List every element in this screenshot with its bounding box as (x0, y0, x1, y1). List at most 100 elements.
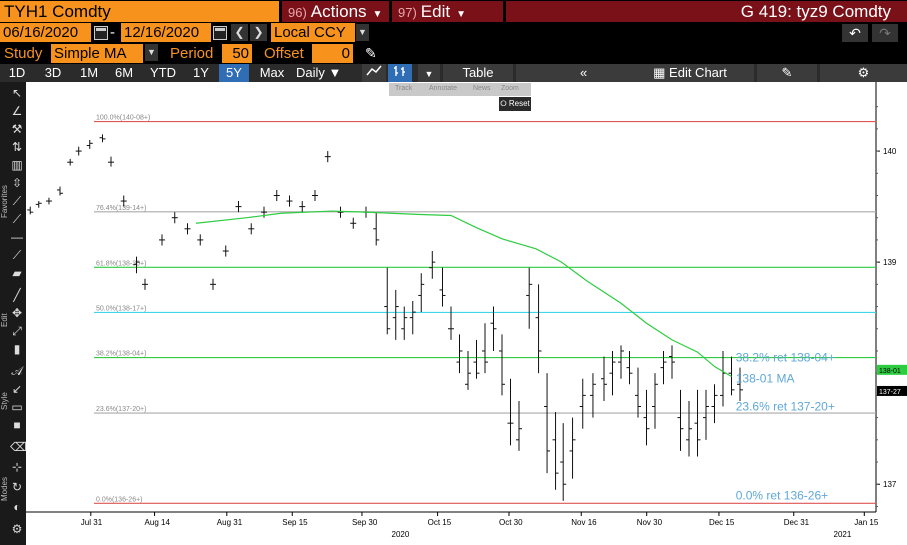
actions-num: 96) (288, 5, 307, 20)
fib-levels-icon[interactable]: ⇅ (11, 140, 23, 154)
double-chevron-left-icon: « (580, 65, 588, 80)
collapse-button[interactable]: « (516, 64, 640, 82)
annotation-label: 138-01 MA (736, 372, 795, 386)
trend-icon[interactable]: ⟋ (12, 194, 22, 208)
drawing-tool-strip: ↖ ∠ ⚒ ⇅ ▥ ⇳ ⟋ ⟋ — ⟋ ▰ ╱ ✥ ⤢ ▮ 𝒜 ↙ ▭ ■ ⌫ … (0, 82, 27, 545)
period-label: Period (170, 45, 214, 62)
arrow-icon[interactable]: ↙ (11, 382, 23, 396)
annotation-label: 0.0% ret 136-26+ (736, 488, 828, 502)
period-1m[interactable]: 1M (79, 65, 99, 80)
eraser-icon[interactable]: ⌫ (10, 440, 27, 454)
date-tick-label: Dec 15 (709, 518, 735, 527)
fib-level-label: 0.0%(136-26+) (96, 496, 143, 503)
chevron-down-icon: ▼ (456, 9, 466, 20)
style-label: Style (0, 392, 9, 410)
top-bar: TYH1 Comdty 96) Actions ▼ 97) Edit ▼ G 419: … (0, 0, 907, 22)
diagonal-icon[interactable]: ⟋ (12, 212, 22, 226)
text-icon[interactable]: 𝒜 (11, 364, 23, 378)
crosshair-icon[interactable]: ⊹ (11, 460, 23, 474)
shape-icon[interactable]: ▭ (11, 400, 23, 414)
forward-button[interactable]: ❯ (250, 24, 267, 41)
year-label: 2020 (392, 530, 410, 539)
bar-chart-icon[interactable] (388, 64, 412, 82)
table-button[interactable]: Table (443, 64, 513, 82)
ray-icon[interactable]: ⟋ (12, 248, 22, 262)
actions-menu[interactable]: 96) Actions ▼ (282, 1, 389, 22)
frequency-dropdown[interactable]: Daily ▼ (296, 64, 356, 82)
modes-label: Modes (0, 477, 9, 502)
period-6m[interactable]: 6M (114, 65, 134, 80)
ruler-icon[interactable]: ⇳ (11, 176, 23, 190)
line-tool-icon[interactable]: ∠ (11, 104, 23, 118)
hline-icon[interactable]: — (11, 230, 23, 244)
price-chart[interactable]: 140 139 137 Jul 31 Aug 14 Aug 31 Sep 15 Sep 30 O… (26, 82, 907, 545)
date-tick-label: Nov 16 (571, 518, 597, 527)
annotation-label: 38.2% ret 138-04+ (736, 351, 835, 365)
pencil-icon[interactable]: ✎ (365, 45, 377, 61)
edit-menu[interactable]: 97) Edit ▼ (392, 1, 503, 22)
fib-tool-icon[interactable]: ⚒ (11, 122, 23, 136)
period-1d[interactable]: 1D (8, 65, 26, 80)
price-tag-bg (877, 364, 907, 375)
date-separator: - (110, 24, 115, 41)
chevron-down-icon: ▼ (372, 9, 383, 20)
annotate-button[interactable]: Annotate (429, 85, 458, 92)
period-3d[interactable]: 3D (44, 65, 62, 80)
chart-canvas[interactable]: 140 139 137 Jul 31 Aug 14 Aug 31 Sep 15 Sep 30 O… (26, 82, 907, 545)
reset-button[interactable]: ⭘ Reset (499, 97, 531, 111)
date-range-bar: 06/16/2020 - 12/16/2020 ❮ ❯ Local CCY ▼ … (0, 23, 907, 43)
date-tick-label: Nov 30 (637, 518, 663, 527)
track-button[interactable]: Track (395, 85, 413, 92)
clip-icon[interactable]: ▮ (13, 342, 21, 356)
chevron-down-icon[interactable]: ▼ (145, 44, 158, 61)
rect-icon[interactable]: ▰ (12, 266, 22, 280)
period-field[interactable]: 50 (222, 44, 252, 63)
redo-button[interactable]: ↷ (872, 24, 898, 42)
calendar-icon[interactable] (94, 26, 108, 40)
date-tick-label: Jan 15 (854, 518, 879, 527)
fill-icon[interactable]: ■ (13, 418, 21, 432)
period-max[interactable]: Max (259, 65, 285, 80)
edit-chart-label: Edit Chart (669, 65, 727, 80)
currency-field[interactable]: Local CCY (271, 23, 355, 42)
zoom-button[interactable]: Zoom (501, 85, 519, 92)
date-tick-label: Aug 14 (145, 518, 171, 527)
line-chart-icon[interactable] (362, 64, 386, 82)
refresh-icon[interactable]: ↻ (11, 480, 23, 494)
security-field[interactable]: TYH1 Comdty (0, 1, 279, 22)
move-icon[interactable]: ✥ (11, 306, 23, 320)
settings-button[interactable]: ⚙ (820, 64, 907, 82)
zoom-icon[interactable]: ⤢ (12, 324, 22, 338)
reset-icon: ⭘ (500, 99, 509, 108)
calendar-icon[interactable] (213, 26, 227, 40)
study-field[interactable]: Simple MA (51, 44, 143, 63)
chevron-down-icon[interactable]: ▼ (356, 24, 369, 41)
period-1y[interactable]: 1Y (193, 65, 209, 80)
price-tick-label: 139 (883, 258, 897, 267)
window-title: G 419: tyz9 Comdty (506, 1, 907, 22)
edit-chart-button[interactable]: ▦ Edit Chart (626, 64, 754, 82)
gear-icon[interactable]: ⚙ (11, 522, 23, 536)
draw-icon[interactable]: ✎ (757, 64, 817, 82)
news-button[interactable]: News (473, 85, 491, 92)
moving-average-line (195, 210, 732, 378)
start-date-field[interactable]: 06/16/2020 (0, 23, 91, 42)
year-label: 2021 (834, 530, 852, 539)
chevron-down-icon[interactable]: ▼ (418, 64, 440, 82)
period-ytd[interactable]: YTD (150, 65, 176, 80)
channel-icon[interactable]: ▥ (11, 158, 23, 172)
price-tag-bg (877, 385, 907, 396)
end-date-field[interactable]: 12/16/2020 (121, 23, 211, 42)
pen-icon[interactable]: ╱ (13, 288, 21, 302)
period-5y[interactable]: 5Y (219, 64, 249, 82)
mode-icon[interactable]: ◐ (13, 500, 21, 514)
study-label: Study (4, 45, 43, 62)
cursor-icon[interactable]: ↖ (11, 86, 23, 100)
undo-button[interactable]: ↶ (842, 24, 868, 42)
price-tick-label: 137 (883, 480, 897, 489)
back-button[interactable]: ❮ (231, 24, 248, 41)
edit-label: Edit (420, 2, 451, 21)
reset-label: Reset (508, 99, 530, 108)
chart-edit-icon: ▦ (653, 65, 670, 80)
offset-field[interactable]: 0 (312, 44, 353, 63)
